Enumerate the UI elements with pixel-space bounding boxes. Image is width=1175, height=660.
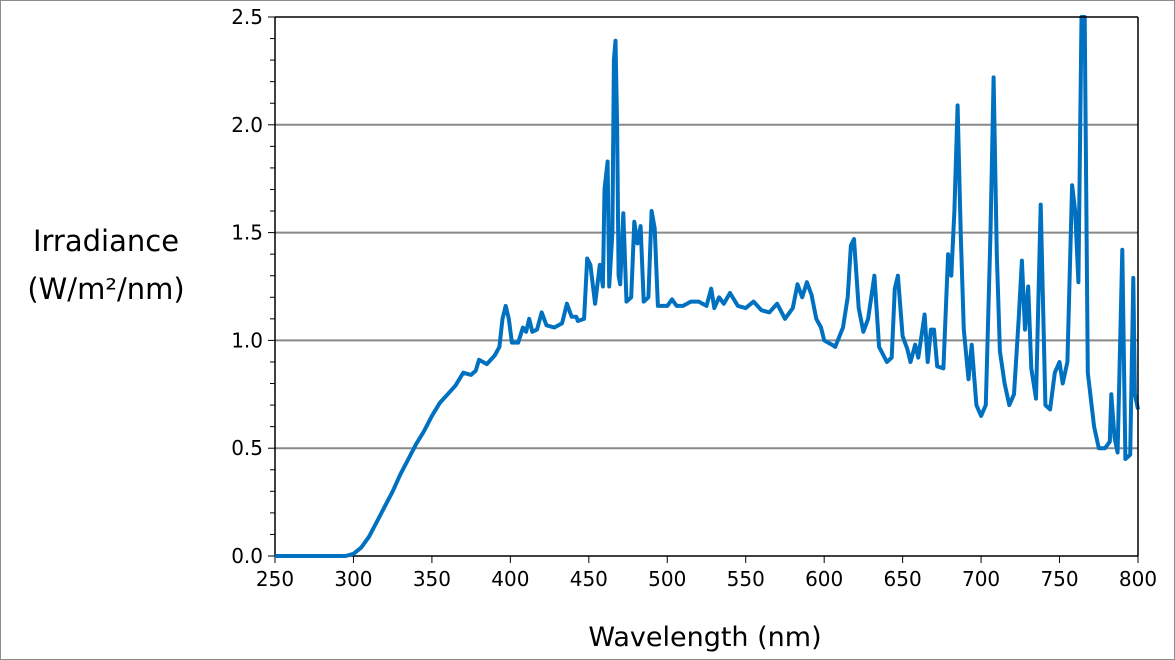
x-tick-label: 300 xyxy=(334,567,372,591)
x-axis-label: Wavelength (nm) xyxy=(588,622,821,653)
x-tick-label: 350 xyxy=(413,567,451,591)
y-axis-label-line1: Irradiance xyxy=(33,224,179,258)
y-tick-label: 0.0 xyxy=(231,544,263,568)
y-tick-labels: 0.0 0.5 1.0 1.5 2.0 2.5 xyxy=(231,5,263,568)
x-tick-label: 500 xyxy=(648,567,686,591)
ticks xyxy=(268,16,1139,563)
x-tick-label: 800 xyxy=(1119,567,1157,591)
y-tick-label: 1.5 xyxy=(231,221,263,245)
x-tick-label: 750 xyxy=(1040,567,1078,591)
y-axis-label-line2: (W/m²/nm) xyxy=(27,272,184,306)
x-tick-label: 250 xyxy=(256,567,294,591)
x-tick-label: 550 xyxy=(727,567,765,591)
y-tick-label: 1.0 xyxy=(231,328,263,352)
x-tick-label: 600 xyxy=(805,567,843,591)
x-tick-labels: 250 300 350 400 450 500 550 600 650 700 750 800 xyxy=(256,567,1157,591)
series-line xyxy=(275,15,1140,558)
x-tick-label: 700 xyxy=(962,567,1000,591)
x-tick-label: 450 xyxy=(570,567,608,591)
y-tick-label: 2.5 xyxy=(231,5,263,29)
y-tick-label: 2.0 xyxy=(231,113,263,137)
y-tick-label: 0.5 xyxy=(231,436,263,460)
x-tick-label: 400 xyxy=(491,567,529,591)
x-tick-label: 650 xyxy=(884,567,922,591)
